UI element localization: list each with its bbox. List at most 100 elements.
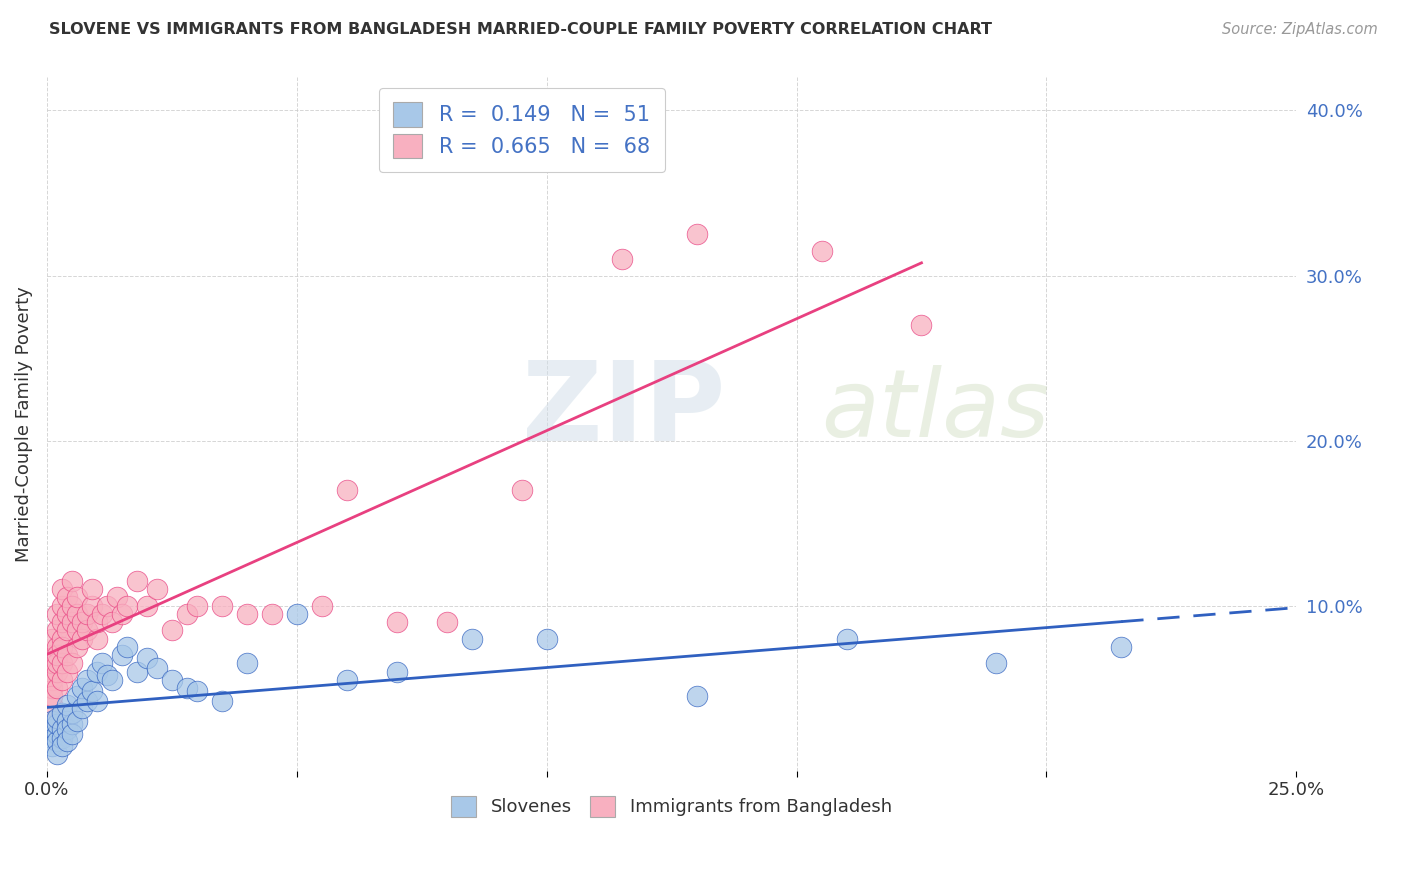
Point [146, 582, 169, 596]
Point [135, 651, 157, 665]
Point [41, 657, 63, 671]
Point [160, 624, 183, 638]
Point [66, 624, 89, 638]
Point [111, 648, 134, 662]
Point [76, 607, 98, 621]
Point [76, 673, 98, 687]
Point [336, 483, 359, 497]
Point [76, 694, 98, 708]
Point [96, 599, 118, 613]
Point [211, 694, 233, 708]
Point [115, 599, 138, 613]
Point [385, 665, 408, 679]
Point [51, 640, 73, 654]
Point [90, 607, 112, 621]
Point [125, 574, 148, 588]
Point [135, 599, 157, 613]
Point [536, 632, 558, 646]
Point [260, 607, 283, 621]
Point [176, 607, 198, 621]
Point [101, 615, 124, 629]
Point [336, 673, 359, 687]
Point [51, 615, 73, 629]
Point [70, 681, 93, 695]
Point [86, 615, 108, 629]
Point [60, 599, 83, 613]
Point [41, 681, 63, 695]
Point [45, 747, 67, 762]
Point [45, 727, 67, 741]
Point [41, 714, 63, 728]
Text: SLOVENE VS IMMIGRANTS FROM BANGLADESH MARRIED-COUPLE FAMILY POVERTY CORRELATION : SLOVENE VS IMMIGRANTS FROM BANGLADESH MA… [49, 22, 993, 37]
Point [80, 599, 103, 613]
Point [66, 714, 89, 728]
Point [56, 624, 79, 638]
Point [41, 723, 63, 737]
Point [45, 607, 67, 621]
Point [211, 599, 233, 613]
Point [160, 673, 183, 687]
Point [70, 701, 93, 715]
Point [56, 734, 79, 748]
Point [45, 665, 67, 679]
Point [41, 698, 63, 712]
Point [60, 717, 83, 731]
Point [60, 574, 83, 588]
Point [45, 648, 67, 662]
Point [41, 632, 63, 646]
Point [60, 706, 83, 720]
Point [986, 657, 1008, 671]
Point [835, 632, 858, 646]
Point [186, 684, 208, 698]
Point [56, 648, 79, 662]
Point [41, 731, 63, 745]
Point [510, 483, 533, 497]
Point [45, 624, 67, 638]
Point [60, 727, 83, 741]
Text: Source: ZipAtlas.com: Source: ZipAtlas.com [1222, 22, 1378, 37]
Point [86, 694, 108, 708]
Point [51, 739, 73, 753]
Point [610, 252, 633, 266]
Point [56, 723, 79, 737]
Point [70, 632, 93, 646]
Point [685, 690, 707, 704]
Point [86, 665, 108, 679]
Text: ZIP: ZIP [522, 357, 725, 464]
Point [41, 665, 63, 679]
Point [41, 714, 63, 728]
Point [460, 632, 482, 646]
Point [51, 731, 73, 745]
Point [66, 690, 89, 704]
Point [41, 648, 63, 662]
Point [385, 615, 408, 629]
Point [125, 665, 148, 679]
Point [51, 599, 73, 613]
Point [111, 607, 134, 621]
Point [45, 717, 67, 731]
Point [910, 318, 932, 332]
Point [45, 657, 67, 671]
Point [285, 607, 308, 621]
Point [236, 607, 259, 621]
Point [90, 657, 112, 671]
Point [41, 673, 63, 687]
Point [45, 734, 67, 748]
Point [56, 591, 79, 605]
Point [70, 615, 93, 629]
Point [146, 661, 169, 675]
Point [436, 615, 458, 629]
Point [76, 624, 98, 638]
Point [236, 657, 259, 671]
Point [56, 665, 79, 679]
Point [96, 668, 118, 682]
Point [80, 582, 103, 596]
Point [685, 227, 707, 242]
Legend: Slovenes, Immigrants from Bangladesh: Slovenes, Immigrants from Bangladesh [444, 789, 900, 824]
Point [60, 657, 83, 671]
Point [51, 706, 73, 720]
Point [51, 723, 73, 737]
Point [60, 615, 83, 629]
Point [311, 599, 333, 613]
Point [51, 657, 73, 671]
